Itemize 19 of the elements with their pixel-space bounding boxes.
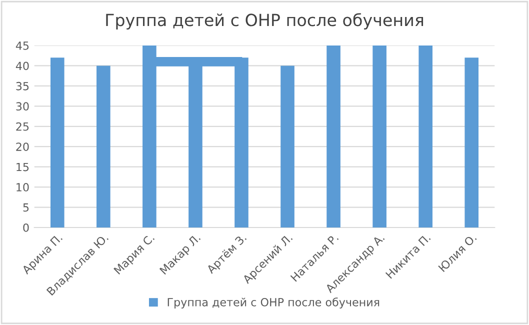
bar xyxy=(464,58,479,228)
bar xyxy=(50,58,64,228)
y-tick-label: 40 xyxy=(16,62,29,70)
y-tick-label: 5 xyxy=(23,203,29,212)
y-tick-label: 10 xyxy=(16,183,29,192)
chart-title: Группа детей с ОНР после обучения xyxy=(106,13,424,30)
bar xyxy=(372,46,386,228)
y-tick-label: 20 xyxy=(16,142,29,151)
y-tick-label: 15 xyxy=(16,162,29,172)
bar xyxy=(418,46,432,228)
y-tick-label: 25 xyxy=(16,122,29,131)
bar xyxy=(96,66,110,228)
bar xyxy=(280,66,294,228)
y-tick-label: 0 xyxy=(23,223,29,232)
y-tick-label: 35 xyxy=(16,82,29,90)
bar xyxy=(326,46,340,228)
y-tick-label: 45 xyxy=(16,42,29,50)
legend-label: Группа детей с ОНР после обучения xyxy=(168,298,380,308)
y-tick-label: 30 xyxy=(16,102,29,111)
